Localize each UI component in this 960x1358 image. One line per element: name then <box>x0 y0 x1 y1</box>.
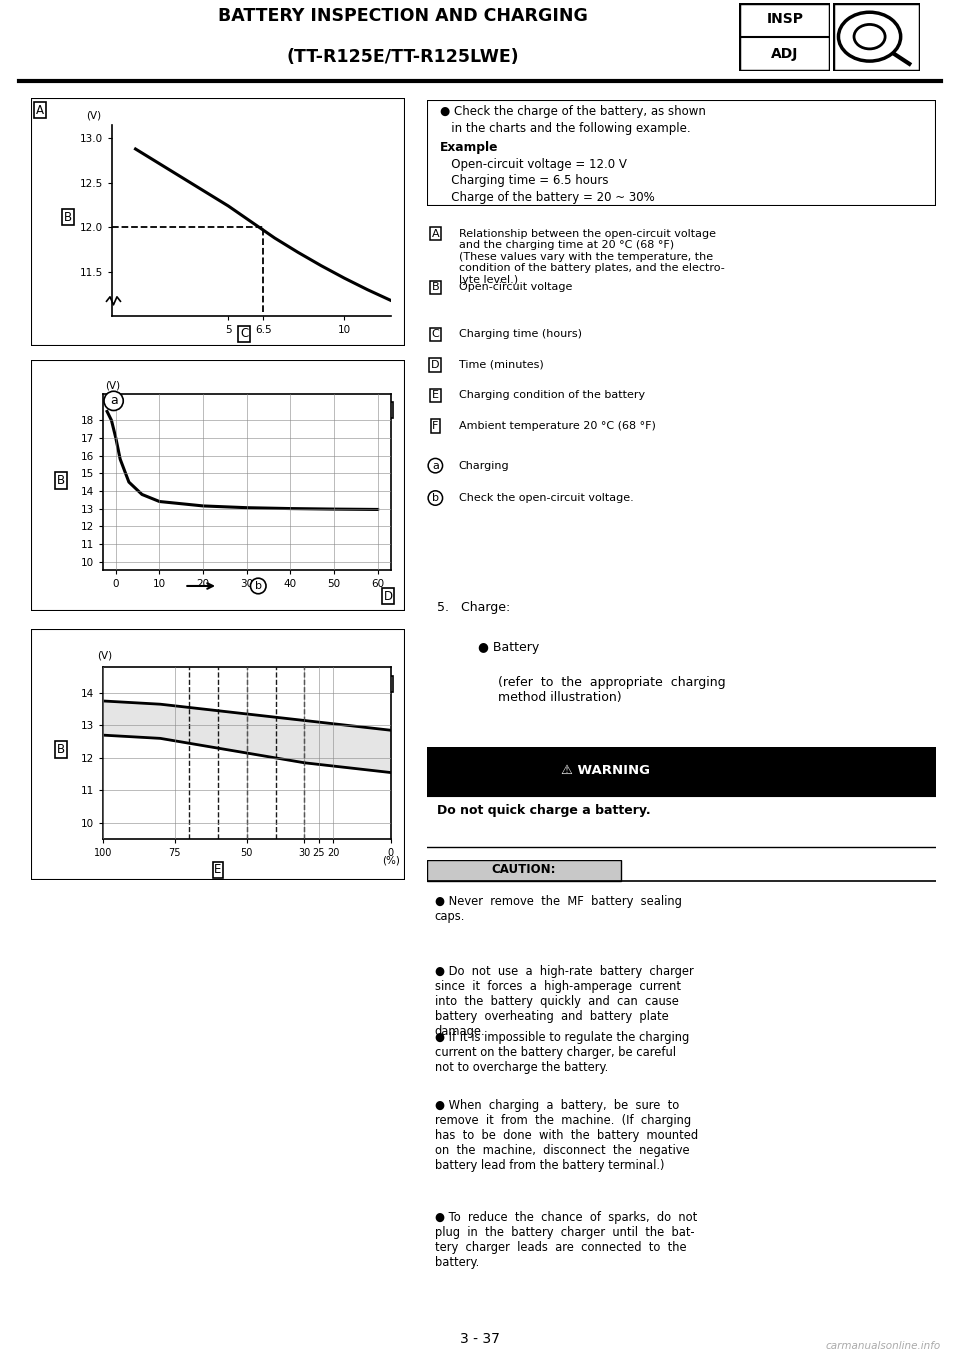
Text: a: a <box>432 460 439 471</box>
Text: B: B <box>57 474 64 488</box>
Text: A: A <box>36 103 44 117</box>
Text: Time (minutes): Time (minutes) <box>459 360 543 369</box>
Text: ● If it is impossible to regulate the charging
current on the battery charger, b: ● If it is impossible to regulate the ch… <box>435 1031 689 1074</box>
Text: B: B <box>432 282 439 292</box>
Text: ⚠ WARNING: ⚠ WARNING <box>561 763 650 777</box>
Text: D: D <box>431 360 440 369</box>
Text: (V): (V) <box>97 650 112 660</box>
Text: b: b <box>432 493 439 502</box>
Text: Charge of the battery = 20 ~ 30%: Charge of the battery = 20 ~ 30% <box>440 191 655 205</box>
Text: b: b <box>254 581 262 591</box>
Bar <box>427 860 620 881</box>
Text: B: B <box>64 210 72 224</box>
Text: 5.   Charge:: 5. Charge: <box>438 600 511 614</box>
Text: E: E <box>432 391 439 401</box>
Text: Open-circuit voltage = 12.0 V: Open-circuit voltage = 12.0 V <box>440 158 627 171</box>
Text: C: C <box>240 327 249 341</box>
Bar <box>427 747 936 796</box>
Text: ADJ: ADJ <box>771 48 799 61</box>
Text: carmanualsonline.info: carmanualsonline.info <box>826 1342 941 1351</box>
Text: ● Battery: ● Battery <box>478 641 540 653</box>
Text: F: F <box>385 403 392 417</box>
Text: INSP: INSP <box>766 12 804 26</box>
Text: ● When  charging  a  battery,  be  sure  to
remove  it  from  the  machine.  (If: ● When charging a battery, be sure to re… <box>435 1099 698 1172</box>
Text: Open-circuit voltage: Open-circuit voltage <box>459 282 572 292</box>
Text: BATTERY INSPECTION AND CHARGING: BATTERY INSPECTION AND CHARGING <box>218 7 588 26</box>
Text: (V): (V) <box>86 110 102 121</box>
Text: in the charts and the following example.: in the charts and the following example. <box>440 121 690 134</box>
Text: ● Do  not  use  a  high-rate  battery  charger
since  it  forces  a  high-ampera: ● Do not use a high-rate battery charger… <box>435 966 693 1038</box>
Text: D: D <box>384 589 393 603</box>
Text: C: C <box>431 329 440 340</box>
Text: a: a <box>109 394 117 407</box>
Text: F: F <box>385 678 392 690</box>
Text: Charging: Charging <box>459 460 510 471</box>
Text: E: E <box>214 864 222 876</box>
Text: (TT-R125E/TT-R125LWE): (TT-R125E/TT-R125LWE) <box>287 48 519 67</box>
Text: Check the open-circuit voltage.: Check the open-circuit voltage. <box>459 493 634 502</box>
Text: (V): (V) <box>105 380 120 390</box>
Text: ● Check the charge of the battery, as shown: ● Check the charge of the battery, as sh… <box>440 105 706 118</box>
Text: (refer  to  the  appropriate  charging
method illustration): (refer to the appropriate charging metho… <box>498 676 726 705</box>
Text: (%): (%) <box>382 856 400 865</box>
Text: ● Never  remove  the  MF  battery  sealing
caps.: ● Never remove the MF battery sealing ca… <box>435 895 682 922</box>
Text: Do not quick charge a battery.: Do not quick charge a battery. <box>438 804 651 816</box>
Text: A: A <box>432 228 439 239</box>
Text: 3 - 37: 3 - 37 <box>460 1332 500 1346</box>
Text: ● To  reduce  the  chance  of  sparks,  do  not
plug  in  the  battery  charger : ● To reduce the chance of sparks, do not… <box>435 1211 697 1268</box>
Text: Example: Example <box>440 141 498 153</box>
Text: Charging time (hours): Charging time (hours) <box>459 329 582 340</box>
Text: F: F <box>432 421 439 430</box>
Text: Charging time = 6.5 hours: Charging time = 6.5 hours <box>440 174 609 187</box>
Text: CAUTION:: CAUTION: <box>492 864 556 876</box>
Text: Charging condition of the battery: Charging condition of the battery <box>459 391 645 401</box>
Text: B: B <box>57 743 64 756</box>
Text: Relationship between the open-circuit voltage
and the charging time at 20 °C (68: Relationship between the open-circuit vo… <box>459 228 725 285</box>
Text: Ambient temperature 20 °C (68 °F): Ambient temperature 20 °C (68 °F) <box>459 421 656 430</box>
